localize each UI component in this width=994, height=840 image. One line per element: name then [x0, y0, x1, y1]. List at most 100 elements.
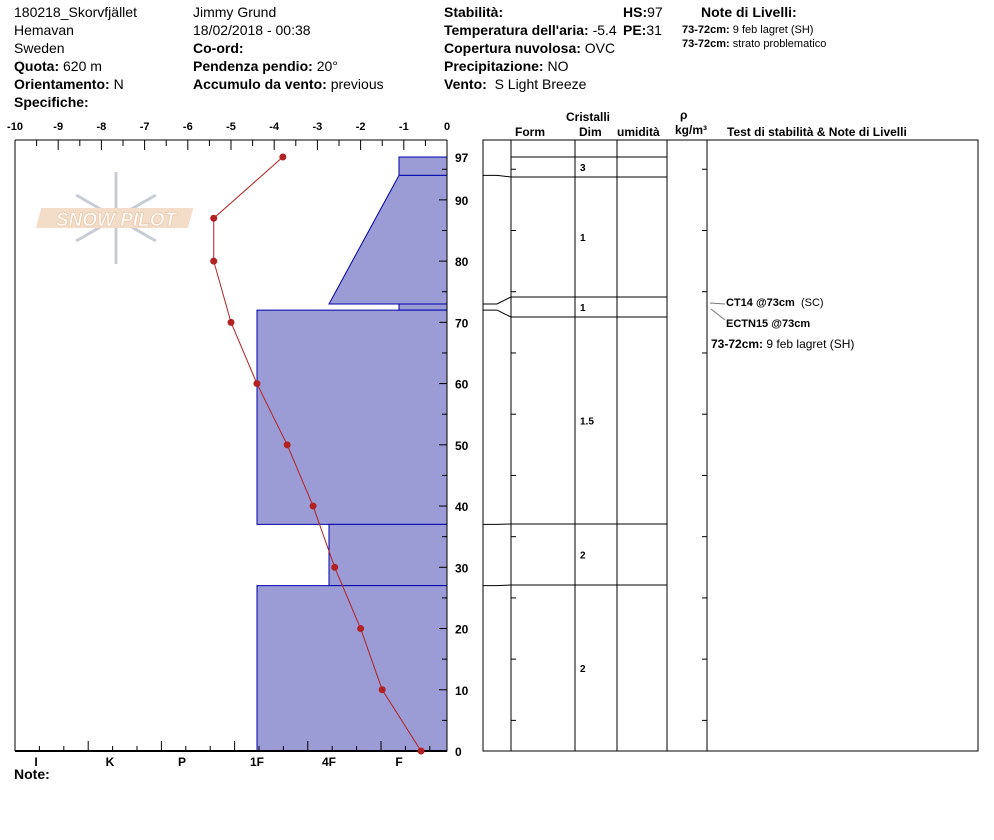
height-tick-label: 97: [455, 151, 469, 165]
grain-size: 3: [580, 163, 586, 174]
elevation: Quota: 620 m: [14, 58, 102, 74]
temperature-tick-label: -6: [183, 121, 193, 133]
rho-header: ρ: [680, 108, 688, 122]
grain-size: 1: [580, 233, 586, 244]
notes-label: Note:: [14, 766, 50, 782]
temperature-tick-label: -2: [356, 121, 366, 133]
temperature-tick-label: -3: [313, 121, 323, 133]
layer-note-text: 9 feb lagret (SH): [732, 24, 814, 36]
layer-note: 73-72cm: 9 feb lagret (SH): [682, 24, 813, 36]
datetime: 18/02/2018 - 00:38: [193, 22, 311, 38]
precipitation-value: NO: [547, 58, 569, 74]
height-tick-label: 40: [455, 500, 469, 514]
temperature-tick-label: 0: [444, 121, 450, 133]
aspect-label: Orientamento:: [14, 76, 110, 92]
grain-size: 2: [580, 551, 586, 562]
hardness-tick-label: F: [395, 755, 402, 769]
coord-label: Co-ord:: [193, 40, 244, 56]
grain-size: 2: [580, 664, 586, 675]
height-tick-label: 90: [455, 194, 469, 208]
temperature-point: [357, 625, 365, 633]
precipitation: Precipitazione: NO: [444, 58, 568, 74]
wind-loading-value: previous: [330, 76, 384, 92]
temperature-point: [210, 214, 218, 222]
height-tick-label: 30: [455, 561, 469, 575]
wind-loading-label: Accumulo da vento:: [193, 76, 327, 92]
temperature-point: [417, 747, 425, 755]
logo-text: SNOW PILOT: [56, 210, 178, 231]
layer-table: [482, 139, 979, 752]
hardness-tick-label: 4F: [322, 755, 336, 769]
elevation-label: Quota:: [14, 58, 60, 74]
ct-arrow-icon: [709, 302, 726, 305]
hardness-tick-label: 1F: [250, 755, 264, 769]
site-name: 180218_Skorvfjället: [14, 4, 137, 20]
temperature-tick-label: -9: [53, 121, 63, 133]
pe-label: PE:: [623, 22, 647, 38]
observer: Jimmy Grund: [193, 4, 277, 20]
specifics-label: Specifiche:: [14, 94, 89, 110]
stability-test: ECTN15 @73cm: [726, 318, 811, 330]
side-layer-note-range: 73-72cm:: [711, 337, 764, 351]
air-temp: Temperatura dell'aria: -5.4: [444, 22, 617, 38]
hardness-bar: [398, 156, 448, 176]
air-temp-value: -5.4: [592, 22, 617, 38]
cloud-cover-label: Copertura nuvolosa:: [444, 40, 581, 56]
temperature-tick-label: -10: [7, 121, 23, 133]
temperature-point: [227, 318, 235, 326]
stability-test-note: (SC): [800, 297, 824, 309]
hardness-bar: [256, 585, 448, 752]
stability-test: CT14 @73cm (SC): [726, 297, 824, 309]
temperature-point: [253, 380, 261, 388]
height-tick-label: 80: [455, 255, 469, 269]
temperature-point: [309, 502, 317, 510]
form-header: Form: [515, 125, 545, 139]
temperature-point: [331, 563, 339, 571]
pe-value: 31: [646, 22, 662, 38]
precipitation-label: Precipitazione:: [444, 58, 544, 74]
layer-connector: [483, 584, 512, 587]
layer-notes-title: Note di Livelli:: [701, 4, 797, 20]
layer-connector: [483, 174, 512, 178]
moisture-header: umidità: [617, 125, 660, 139]
temperature-tick-label: -1: [399, 121, 409, 133]
height-tick-label: 70: [455, 316, 469, 330]
layer-note-range: 73-72cm:: [682, 24, 730, 36]
elevation-value: 620 m: [63, 58, 102, 74]
height-tick-label: 0: [455, 745, 462, 759]
logo-banner: [35, 208, 194, 228]
temperature-point: [279, 153, 287, 161]
grain-size: 1: [580, 303, 586, 314]
stability-test-result: CT14 @73cm: [726, 297, 795, 309]
location: Hemavan: [14, 22, 74, 38]
country: Sweden: [14, 40, 65, 56]
temperature-point: [210, 257, 218, 265]
hardness-bar: [328, 174, 448, 305]
temperature-tick-label: -4: [269, 121, 280, 133]
temperature-point: [378, 686, 386, 694]
side-layer-note: 73-72cm: 9 feb lagret (SH): [711, 337, 854, 351]
height-tick-label: 50: [455, 439, 469, 453]
stability-label: Stabilità:: [444, 4, 504, 20]
temperature-point: [283, 441, 291, 449]
layer-note: 73-72cm: strato problematico: [682, 38, 826, 50]
wind-loading: Accumulo da vento: previous: [193, 76, 384, 92]
height-tick-label: 10: [455, 684, 469, 698]
cloud-cover-value: OVC: [584, 40, 616, 56]
temperature-tick-label: -7: [140, 121, 150, 133]
hardness-tick-label: P: [178, 755, 186, 769]
dim-header: Dim: [579, 125, 602, 139]
air-temp-label: Temperatura dell'aria:: [444, 22, 589, 38]
hs: HS:97: [623, 4, 663, 20]
crystals-header: Cristalli: [566, 110, 611, 124]
hardness-bar: [398, 303, 448, 311]
slope-label: Pendenza pendio:: [193, 58, 313, 74]
temperature-tick-label: -5: [226, 121, 236, 133]
layer-note-text: strato problematico: [732, 38, 827, 50]
wind: Vento: S Light Breeze: [444, 76, 586, 92]
height-tick-label: 60: [455, 378, 469, 392]
temperature-tick-label: -8: [97, 121, 107, 133]
layer-note-range: 73-72cm:: [682, 38, 730, 50]
